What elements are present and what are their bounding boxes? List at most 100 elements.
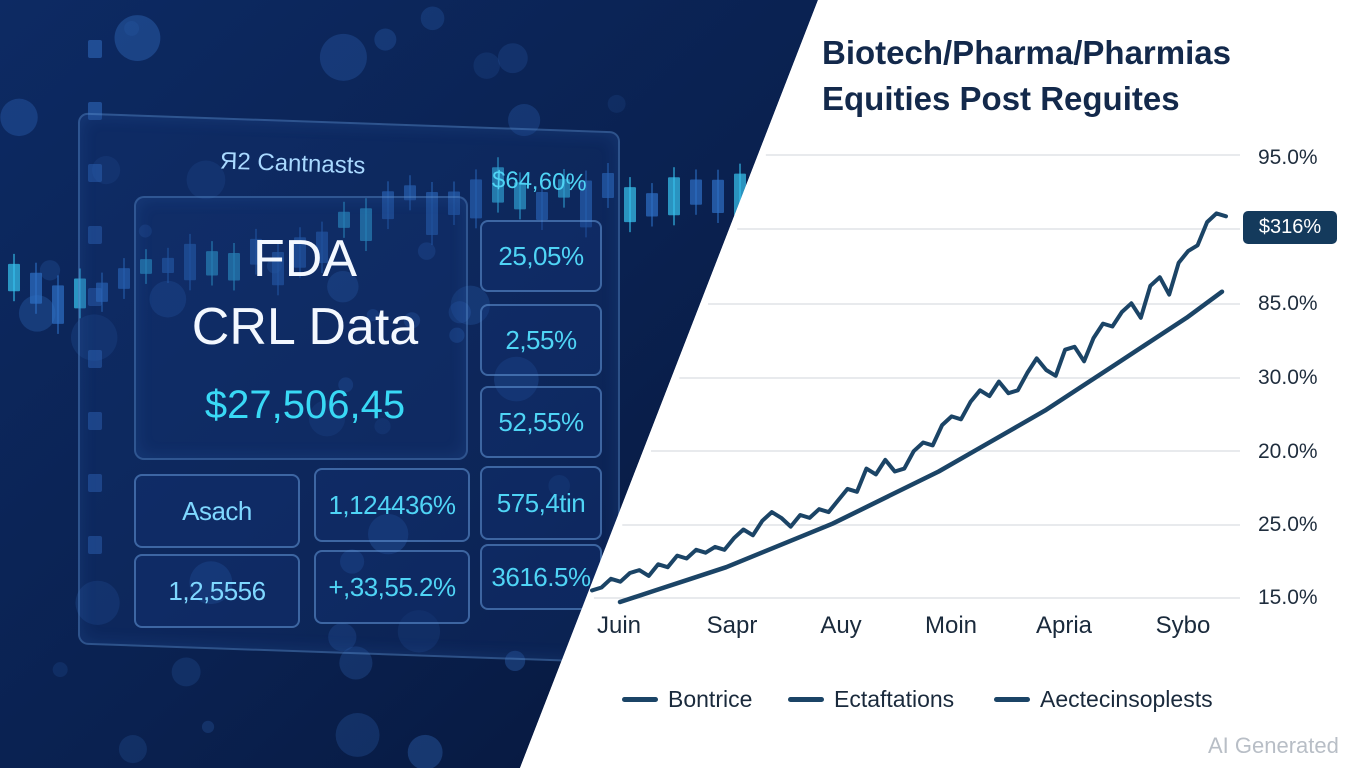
bokeh-dot (114, 15, 161, 61)
bokeh-dot (52, 662, 68, 678)
candle-body (338, 211, 350, 228)
legend-swatch (788, 697, 824, 702)
fda-crl-title: FDA CRL Data (150, 225, 460, 361)
candle-body (470, 179, 482, 219)
side-marker (88, 226, 102, 244)
candle-body (602, 173, 614, 198)
bokeh-dot (18, 295, 56, 332)
candle-body (426, 192, 438, 235)
bokeh-dot (319, 33, 367, 81)
bokeh-dot (39, 260, 61, 281)
series-line-volatile (590, 211, 1228, 593)
y-tick-label: 20.0% (1258, 440, 1318, 463)
candle-body (360, 208, 372, 242)
bokeh-dot (403, 312, 421, 329)
chart-title-line-1: Biotech/Pharma/Pharmias (822, 34, 1231, 71)
bokeh-dot (201, 720, 215, 734)
x-tick-label: Moin (924, 612, 978, 639)
candle-body (8, 263, 20, 292)
bottom-cell-r2-c3: 3616.5% (480, 544, 602, 610)
bokeh-dot (417, 242, 436, 260)
bokeh-dot (374, 28, 397, 51)
x-tick-label: Sapr (706, 612, 758, 639)
bokeh-dot (340, 549, 365, 574)
bottom-cell-r2-c2: +,33,55.2% (314, 550, 470, 624)
decorative-candles-and-bokeh (0, 6, 790, 768)
legend-swatch (994, 697, 1030, 702)
candle-body (206, 251, 218, 276)
bokeh-dot (504, 650, 526, 672)
bokeh-dot (149, 280, 187, 318)
bokeh-dot (508, 103, 541, 137)
bokeh-dot (118, 735, 147, 764)
bokeh-dot (328, 623, 357, 652)
candle-body (712, 179, 724, 213)
legend-label: Aectecinsoplests (1040, 686, 1213, 712)
legend-label: Bontrice (668, 686, 753, 712)
legend-label: Ectaftations (834, 686, 955, 712)
side-marker (88, 40, 102, 58)
side-marker (88, 536, 102, 554)
candle-body (118, 268, 130, 289)
bokeh-dot (449, 327, 465, 343)
x-tick-label: Apria (1035, 612, 1093, 639)
candle-body (140, 259, 152, 274)
candle-body (228, 253, 240, 281)
bottom-cell-r1-c2: 1,124436% (314, 468, 470, 542)
big-dollar-value: $27,506,45 (204, 383, 406, 427)
x-tick-label: Juin (596, 612, 642, 639)
chart-title: Biotech/Pharma/Pharmias Equities Post Re… (822, 30, 1231, 122)
candle-body (184, 243, 196, 281)
bottom-cell-r2-c1: 1,2,5556 (134, 554, 300, 628)
bokeh-dot (607, 94, 626, 113)
series-line-smooth (617, 289, 1225, 605)
candle-body (448, 191, 460, 215)
bokeh-dot (335, 713, 380, 757)
x-tick-label: Sybo (1155, 612, 1211, 639)
legend-swatch (622, 697, 658, 702)
bokeh-dot (420, 6, 445, 31)
candle-body (580, 180, 592, 228)
side-marker (88, 412, 102, 430)
bokeh-dot (75, 580, 120, 625)
right-cell-2: 2,55% (480, 304, 602, 376)
bokeh-dot (374, 418, 391, 435)
candle-body (492, 167, 504, 203)
right-cell-3: 52,55% (480, 386, 602, 458)
side-marker (88, 102, 102, 120)
side-marker (88, 164, 102, 182)
y-tick-label: 15.0% (1258, 586, 1318, 609)
candle-body (162, 257, 174, 274)
candle-body (668, 177, 680, 216)
candle-body (624, 187, 636, 223)
y-tick-label: 85.0% (1258, 292, 1318, 315)
main-data-card (134, 196, 468, 460)
bokeh-dot (308, 400, 346, 437)
candle-body (536, 191, 548, 220)
bokeh-dot (548, 474, 571, 497)
bokeh-dot (397, 610, 441, 653)
candle-body (294, 237, 306, 268)
candle-body (250, 238, 262, 265)
candle-body (558, 179, 570, 198)
bokeh-dot (494, 356, 539, 402)
candle-body (272, 251, 284, 286)
title-line-2: CRL Data (191, 298, 419, 356)
bokeh-dot (70, 314, 118, 361)
ai-generated-watermark: AI Generated (1208, 733, 1339, 758)
side-marker (88, 288, 102, 306)
bokeh-dot (0, 98, 38, 137)
legend-item: Bontrice (622, 686, 752, 713)
candle-body (52, 285, 64, 324)
right-cell-1: 25,05% (480, 220, 602, 292)
candle-body (514, 182, 526, 210)
bokeh-dot (327, 270, 359, 303)
y-tick-label: 30.0% (1258, 366, 1318, 389)
bokeh-dot (367, 513, 409, 555)
bokeh-dot (407, 734, 443, 768)
candle-body (96, 282, 108, 302)
legend-item: Ectaftations (788, 686, 954, 713)
candle-body (382, 191, 394, 220)
